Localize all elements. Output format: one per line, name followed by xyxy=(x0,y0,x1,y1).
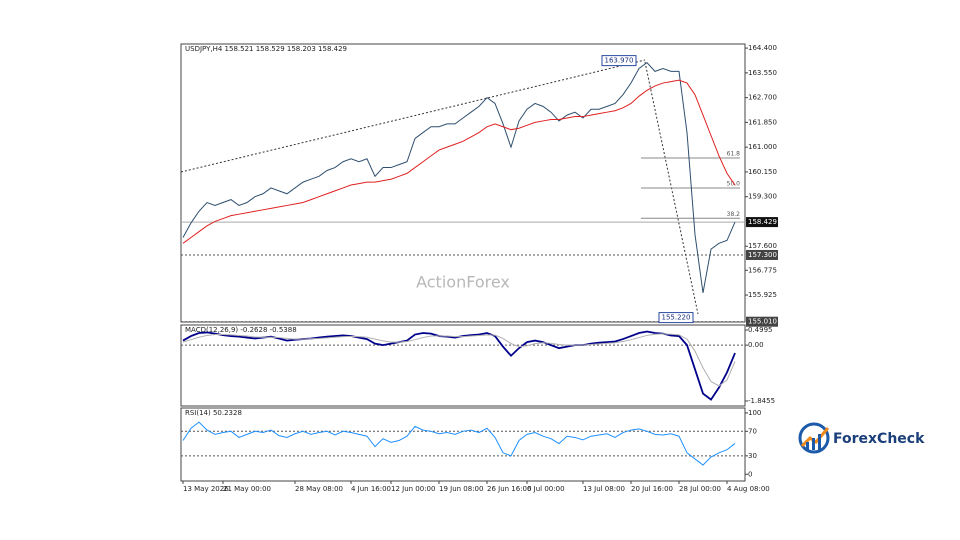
extreme-label: 163.970 xyxy=(605,57,634,65)
y-tick-label: 160.150 xyxy=(748,168,777,176)
x-tick-label: 28 Jul 00:00 xyxy=(679,485,721,493)
rsi-panel xyxy=(180,407,746,482)
x-tick-label: 26 Jun 16:00 xyxy=(487,485,531,493)
y-tick-label: 0 xyxy=(748,470,752,478)
x-tick-label: 21 May 00:00 xyxy=(223,485,271,493)
logo-text: ForexCheck xyxy=(833,431,925,447)
y-tick-label: 161.850 xyxy=(748,118,777,126)
logo-icon xyxy=(798,422,830,454)
panel-title: RSI(14) 50.2328 xyxy=(185,409,242,417)
level-label: 158.429 xyxy=(748,218,777,226)
y-tick-label: 159.300 xyxy=(748,193,777,201)
x-tick-label: 6 Jul 00:00 xyxy=(527,485,565,493)
panel-title: USDJPY,H4 158.521 158.529 158.203 158.42… xyxy=(185,45,347,53)
level-label-box xyxy=(746,249,778,260)
x-tick-label: 4 Aug 08:00 xyxy=(727,485,770,493)
y-tick-label: 100 xyxy=(748,409,761,417)
y-tick-label: 163.550 xyxy=(748,69,777,77)
series-line xyxy=(182,333,736,387)
price-panel xyxy=(180,43,746,323)
fib-label: 50.0 xyxy=(727,180,741,187)
y-tick-label: 70 xyxy=(748,427,757,435)
y-tick-label: 30 xyxy=(748,452,757,460)
series-line xyxy=(182,421,736,466)
watermark: ActionForex xyxy=(416,273,510,292)
y-tick-label: 0.00 xyxy=(748,341,764,349)
macd-panel xyxy=(180,324,746,407)
extreme-box xyxy=(658,312,694,324)
level-label-box xyxy=(746,217,778,228)
trend-line xyxy=(180,59,646,173)
y-tick-label: 157.600 xyxy=(748,242,777,250)
level-label: 157.300 xyxy=(748,251,777,259)
y-tick-label: -1.8455 xyxy=(748,397,775,405)
y-tick-label: 164.400 xyxy=(748,44,777,52)
y-tick-label: 0.4995 xyxy=(748,326,773,334)
x-tick-label: 28 May 08:00 xyxy=(295,485,343,493)
x-tick-label: 20 Jul 16:00 xyxy=(631,485,673,493)
y-tick-label: 155.925 xyxy=(748,291,777,299)
x-tick-label: 4 Jun 16:00 xyxy=(351,485,391,493)
series-line xyxy=(182,330,736,401)
extreme-label: 155.220 xyxy=(662,314,691,322)
x-tick-label: 19 Jun 08:00 xyxy=(439,485,483,493)
series-line xyxy=(182,61,736,293)
x-tick-label: 13 Jul 08:00 xyxy=(583,485,625,493)
y-tick-label: 161.000 xyxy=(748,143,777,151)
series-line xyxy=(182,79,736,244)
y-tick-label: 162.700 xyxy=(748,94,777,102)
fib-label: 38.2 xyxy=(727,211,741,218)
x-tick-label: 13 May 2026 xyxy=(183,485,229,493)
level-label: 155.010 xyxy=(748,318,777,326)
y-tick-label: 156.775 xyxy=(748,266,777,274)
level-label-box xyxy=(746,316,778,327)
x-tick-label: 12 Jun 00:00 xyxy=(391,485,435,493)
extreme-box xyxy=(601,55,637,67)
panel-title: MACD(12,26,9) -0.2628 -0.5388 xyxy=(185,326,297,334)
fib-label: 61.8 xyxy=(727,150,741,157)
